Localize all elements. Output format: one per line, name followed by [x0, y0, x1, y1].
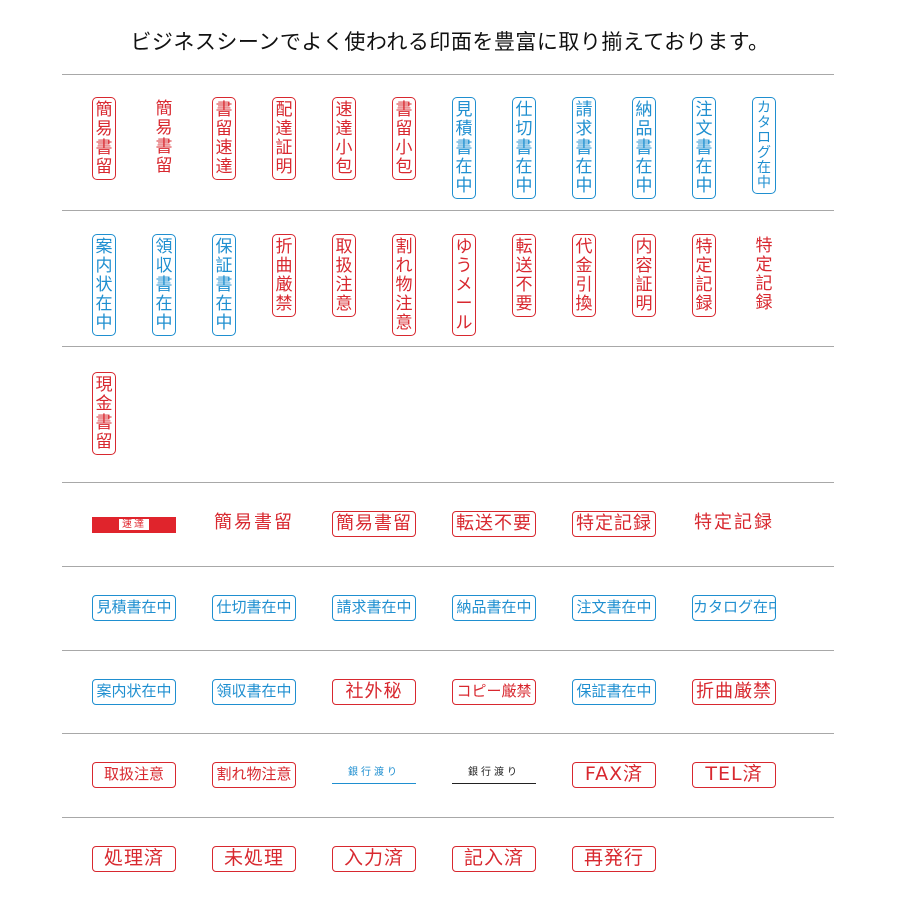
horizontal-stamp: 速達	[92, 517, 176, 533]
horizontal-stamp: 特定記録	[572, 511, 656, 537]
vertical-stamp: 代金引換	[572, 234, 596, 317]
horizontal-stamp: 簡易書留	[332, 511, 416, 537]
vertical-stamp: 簡易書留	[92, 97, 116, 180]
vertical-stamp: 折曲厳禁	[272, 234, 296, 317]
horizontal-stamp: 取扱注意	[92, 762, 176, 788]
vertical-stamp: 割れ物注意	[392, 234, 416, 336]
vertical-stamp: 転送不要	[512, 234, 536, 317]
horizontal-stamp: 簡易書留	[214, 512, 294, 533]
vertical-stamp: 領収書在中	[152, 234, 176, 336]
vertical-stamp: ゆうメール	[452, 234, 476, 336]
vertical-stamp: 仕切書在中	[512, 97, 536, 199]
horizontal-stamp-row-1: 速達 簡易書留 簡易書留 転送不要 特定記録 特定記録	[92, 511, 812, 541]
horizontal-stamp: 案内状在中	[92, 679, 176, 705]
horizontal-stamp: 保証書在中	[572, 679, 656, 705]
horizontal-stamp: 入力済	[332, 846, 416, 872]
divider	[62, 733, 834, 734]
horizontal-stamp: 未処理	[212, 846, 296, 872]
horizontal-stamp: 銀行渡り	[332, 766, 416, 786]
vertical-stamp-row-2: 案内状在中 領収書在中 保証書在中 折曲厳禁 取扱注意 割れ物注意 ゆうメール 転送不要 代金引…	[92, 234, 792, 354]
vertical-stamp: 納品書在中	[632, 97, 656, 199]
vertical-stamp: 見積書在中	[452, 97, 476, 199]
horizontal-stamp: 銀行渡り	[452, 766, 536, 786]
vertical-stamp: 簡易書留	[155, 99, 173, 176]
vertical-stamp: 内容証明	[632, 234, 656, 317]
horizontal-stamp-row-4: 取扱注意 割れ物注意 銀行渡り 銀行渡り FAX済 TEL済	[92, 762, 812, 792]
vertical-stamp: 書留小包	[392, 97, 416, 180]
divider	[62, 346, 834, 347]
vertical-stamp-row-3: 現金書留	[92, 372, 792, 492]
vertical-stamp: 配達証明	[272, 97, 296, 180]
horizontal-stamp: 見積書在中	[92, 595, 176, 621]
horizontal-stamp: TEL済	[692, 762, 776, 788]
horizontal-stamp: 折曲厳禁	[692, 679, 776, 705]
vertical-stamp: 取扱注意	[332, 234, 356, 317]
divider	[62, 482, 834, 483]
vertical-stamp: 特定記録	[755, 236, 773, 313]
horizontal-stamp: 請求書在中	[332, 595, 416, 621]
page-heading: ビジネスシーンでよく使われる印面を豊富に取り揃えております。	[130, 30, 770, 54]
divider	[62, 74, 834, 75]
horizontal-stamp: 割れ物注意	[212, 762, 296, 788]
horizontal-stamp: 仕切書在中	[212, 595, 296, 621]
vertical-stamp: 保証書在中	[212, 234, 236, 336]
horizontal-stamp: 特定記録	[694, 512, 774, 533]
horizontal-stamp-row-5: 処理済 未処理 入力済 記入済 再発行	[92, 846, 812, 876]
horizontal-stamp: FAX済	[572, 762, 656, 788]
horizontal-stamp: 領収書在中	[212, 679, 296, 705]
horizontal-stamp: 再発行	[572, 846, 656, 872]
divider	[62, 650, 834, 651]
divider	[62, 566, 834, 567]
horizontal-stamp: カタログ在中	[692, 595, 776, 621]
vertical-stamp-row-1: 簡易書留 簡易書留 書留速達 配達証明 速達小包 書留小包 見積書在中 仕切書在中 請求書在中 納…	[92, 97, 792, 217]
vertical-stamp: 請求書在中	[572, 97, 596, 199]
vertical-stamp: カタログ在中	[752, 97, 776, 194]
vertical-stamp: 案内状在中	[92, 234, 116, 336]
vertical-stamp: 注文書在中	[692, 97, 716, 199]
vertical-stamp: 書留速達	[212, 97, 236, 180]
horizontal-stamp-row-2: 見積書在中 仕切書在中 請求書在中 納品書在中 注文書在中 カタログ在中	[92, 595, 812, 625]
horizontal-stamp: 転送不要	[452, 511, 536, 537]
horizontal-stamp-row-3: 案内状在中 領収書在中 社外秘 コピー厳禁 保証書在中 折曲厳禁	[92, 679, 812, 709]
horizontal-stamp: 社外秘	[332, 679, 416, 705]
vertical-stamp: 特定記録	[692, 234, 716, 317]
horizontal-stamp: 納品書在中	[452, 595, 536, 621]
divider	[62, 817, 834, 818]
horizontal-stamp: 注文書在中	[572, 595, 656, 621]
vertical-stamp: 速達小包	[332, 97, 356, 180]
horizontal-stamp: 処理済	[92, 846, 176, 872]
divider	[62, 210, 834, 211]
horizontal-stamp: コピー厳禁	[452, 679, 536, 705]
vertical-stamp: 現金書留	[92, 372, 116, 455]
horizontal-stamp: 記入済	[452, 846, 536, 872]
